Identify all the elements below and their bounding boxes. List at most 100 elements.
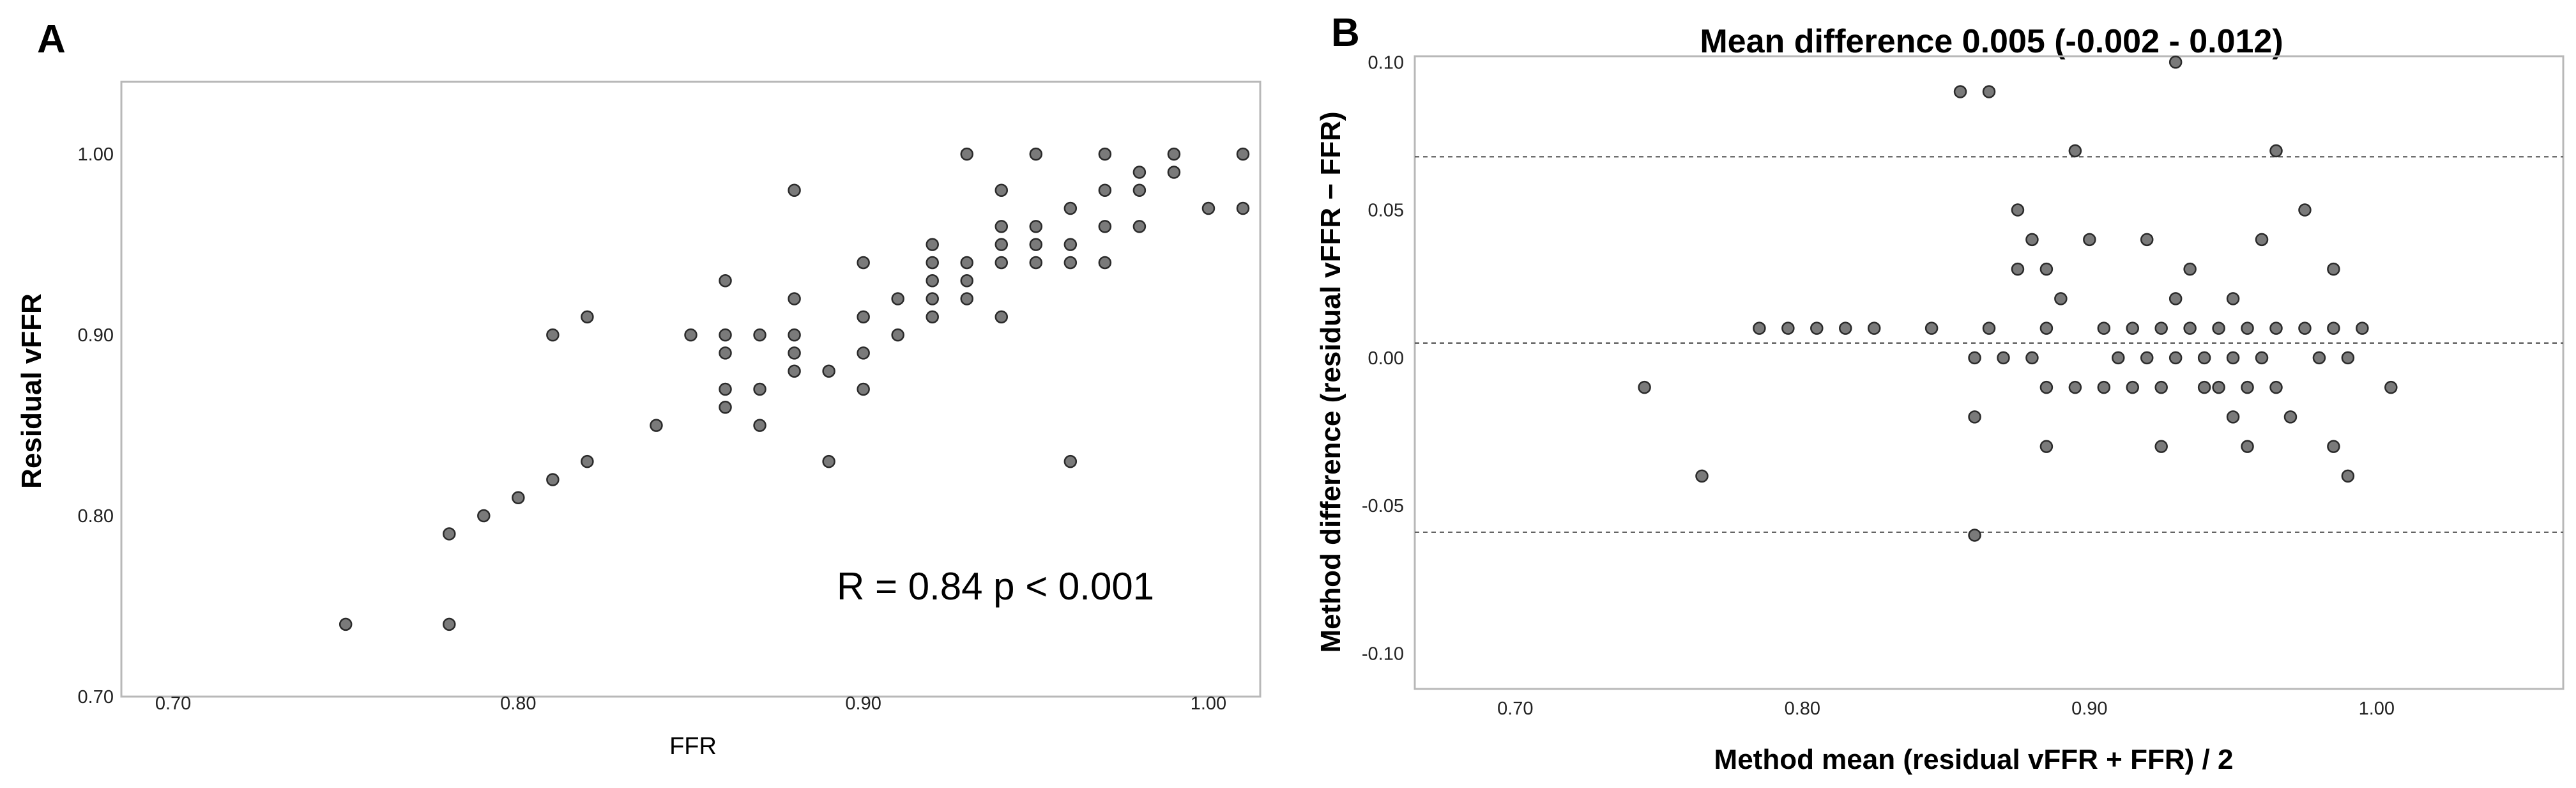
data-point — [1029, 238, 1043, 251]
data-point — [2126, 321, 2139, 335]
data-point — [2025, 351, 2039, 365]
data-point — [2168, 351, 2183, 365]
y-tick-label: 0.10 — [1368, 52, 1404, 73]
data-point — [2097, 321, 2111, 335]
panel-b-x-axis-label: Method mean (residual vFFR + FFR) / 2 — [1714, 744, 2234, 775]
data-point — [857, 256, 870, 270]
data-point — [891, 328, 904, 342]
y-tick-label: 1.00 — [78, 144, 114, 165]
panel-b-letter: B — [1331, 11, 1360, 55]
data-point — [512, 491, 525, 505]
data-point — [2039, 321, 2054, 335]
x-tick-label: 1.00 — [1191, 693, 1226, 714]
data-point — [2327, 262, 2340, 276]
data-point — [2054, 292, 2068, 305]
y-tick-label: 0.05 — [1368, 201, 1404, 221]
data-point — [2011, 262, 2025, 276]
data-point — [2212, 321, 2225, 335]
data-point — [2269, 321, 2283, 335]
data-point — [1781, 321, 1795, 335]
data-point — [2298, 321, 2312, 335]
data-point — [2083, 233, 2096, 247]
panel-a-y-ticks: 0.70 0.80 0.90 1.00 — [78, 144, 114, 707]
data-point — [753, 419, 766, 432]
data-point — [1968, 529, 1981, 542]
panel-a-points — [339, 147, 1250, 631]
data-point — [2183, 321, 2197, 335]
data-point — [995, 310, 1009, 324]
data-point — [1924, 321, 1939, 335]
data-point — [2241, 321, 2254, 335]
panel-a-x-axis-label: FFR — [669, 733, 717, 760]
data-point — [995, 220, 1009, 233]
data-point — [788, 364, 801, 378]
panel-b-y-axis-label: Method difference (residual vFFR − FFR) — [1315, 111, 1346, 653]
data-point — [477, 509, 491, 523]
data-point — [2011, 203, 2025, 217]
data-point — [546, 328, 560, 342]
data-point — [891, 292, 904, 305]
data-point — [2068, 380, 2082, 394]
panel-b-x-ticks: 0.70 0.80 0.90 1.00 — [1497, 699, 2395, 719]
data-point — [788, 346, 801, 360]
panel-a-correlation-annotation: R = 0.84 p < 0.001 — [837, 565, 1154, 608]
panel-a: A 0.70 0.80 0.90 1.00 0.70 0.80 0.90 1.00 R = … — [16, 17, 1261, 760]
y-tick-label: -0.10 — [1362, 644, 1404, 664]
data-point — [2168, 292, 2183, 305]
data-point — [788, 292, 801, 305]
data-point — [443, 527, 456, 541]
data-point — [788, 183, 801, 197]
panel-b-y-ticks: -0.10 -0.05 0.00 0.05 0.10 — [1362, 52, 1404, 664]
data-point — [2241, 380, 2254, 394]
data-point — [1867, 321, 1881, 335]
panel-a-plot-area — [120, 81, 1261, 698]
panel-b-title: Mean difference 0.005 (-0.002 - 0.012) — [1700, 23, 2283, 60]
data-point — [753, 328, 766, 342]
data-point — [1982, 321, 1996, 335]
data-point — [2298, 203, 2312, 217]
data-point — [2356, 321, 2369, 335]
panel-a-y-axis-label: Residual vFFR — [16, 293, 47, 489]
data-point — [926, 274, 939, 288]
data-point — [2269, 144, 2283, 158]
data-point — [857, 382, 870, 396]
data-point — [2226, 410, 2240, 424]
data-point — [339, 617, 353, 631]
data-point — [995, 238, 1009, 251]
data-point — [1098, 183, 1112, 197]
data-point — [1236, 147, 1250, 161]
data-point — [2226, 351, 2240, 365]
data-point — [1982, 85, 1996, 98]
data-point — [1098, 147, 1112, 161]
data-point — [2255, 233, 2269, 247]
data-point — [2341, 351, 2355, 365]
data-point — [753, 382, 766, 396]
x-tick-label: 1.00 — [2359, 699, 2395, 719]
data-point — [1098, 256, 1112, 270]
data-point — [2168, 56, 2183, 69]
data-point — [2154, 440, 2168, 453]
panel-b: B Mean difference 0.005 (-0.002 - 0.012)… — [1315, 11, 2565, 775]
data-point — [1132, 220, 1147, 233]
data-point — [2312, 351, 2326, 365]
y-tick-label: 0.90 — [78, 325, 114, 346]
panel-a-x-ticks: 0.70 0.80 0.90 1.00 — [155, 693, 1226, 714]
data-point — [2283, 410, 2298, 424]
data-point — [581, 454, 594, 468]
data-point — [2126, 380, 2139, 394]
data-point — [857, 346, 870, 360]
data-point — [1968, 410, 1981, 424]
data-point — [684, 328, 697, 342]
data-point — [926, 256, 939, 270]
data-point — [719, 382, 732, 396]
x-tick-label: 0.80 — [500, 693, 536, 714]
panel-b-plot-area — [1414, 55, 2565, 690]
data-point — [581, 310, 594, 324]
data-point — [960, 274, 973, 288]
panel-b-reference-lines — [1415, 156, 2563, 533]
data-point — [2039, 380, 2054, 394]
data-point — [822, 364, 835, 378]
data-point — [2197, 380, 2211, 394]
data-point — [2097, 380, 2111, 394]
data-point — [2255, 351, 2269, 365]
